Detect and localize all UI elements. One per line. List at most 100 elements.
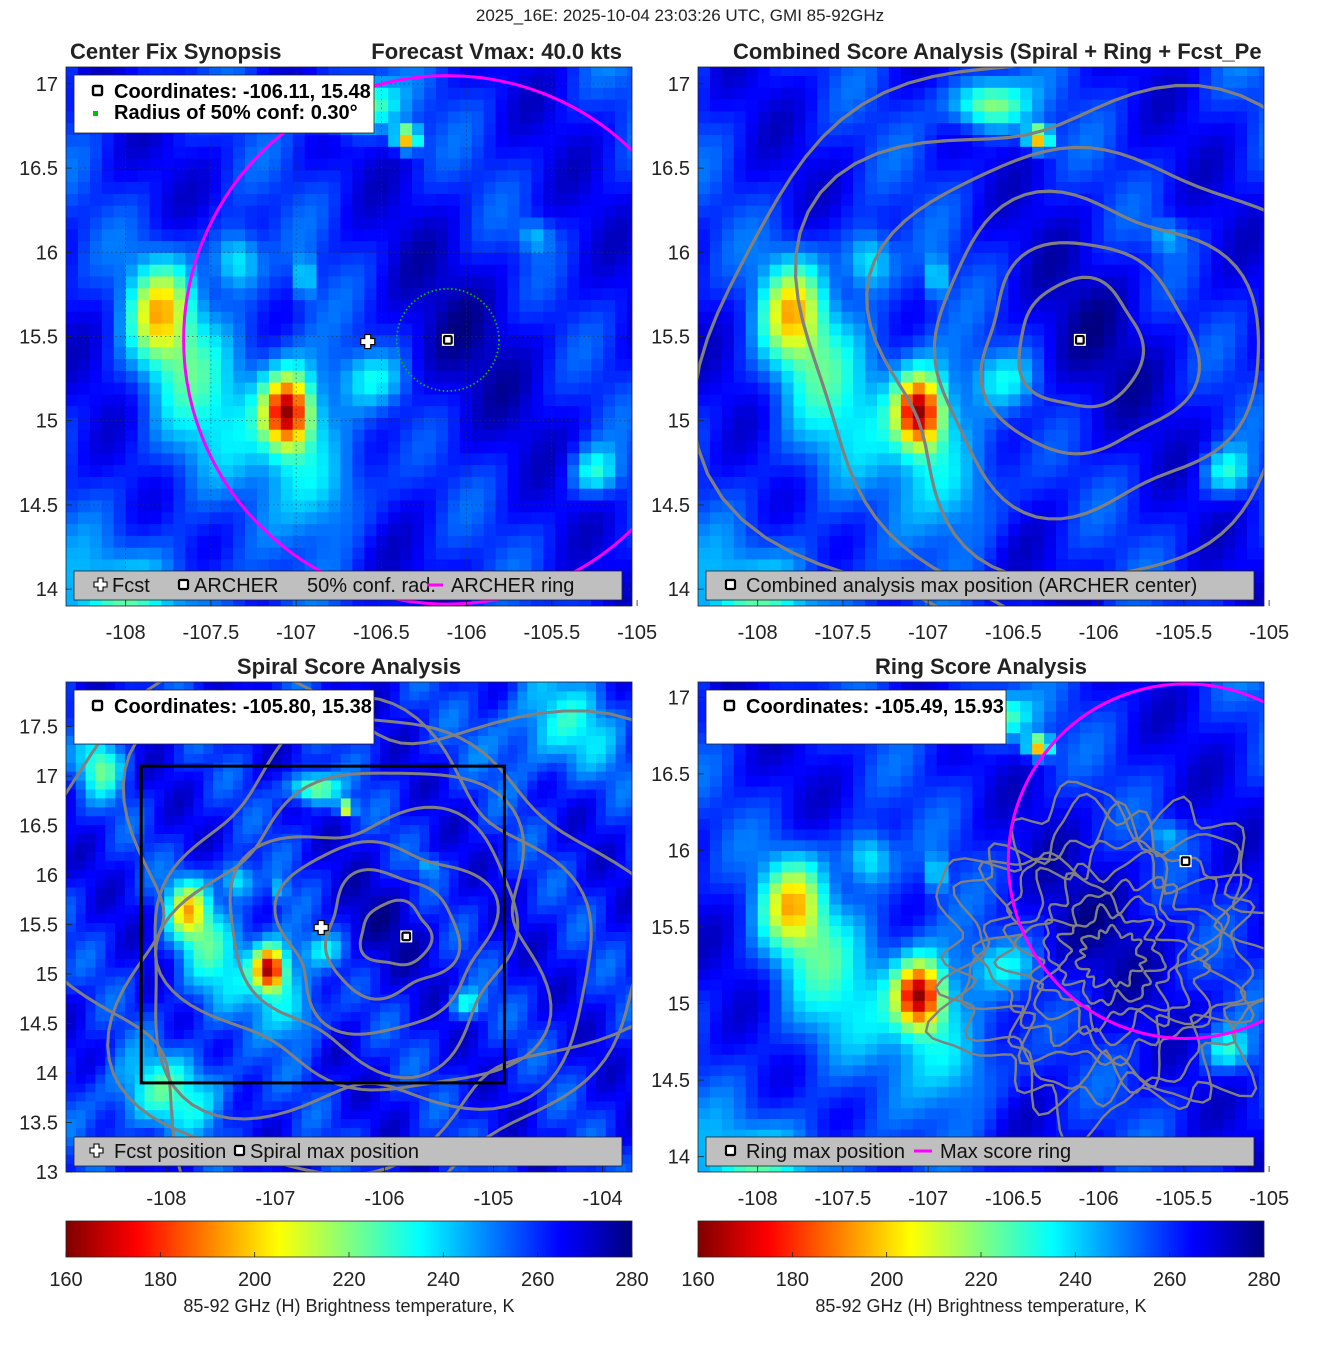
plot-area xyxy=(66,682,632,1172)
axes-frame xyxy=(65,681,633,1173)
x-tick-label: -107.5 xyxy=(815,1188,872,1210)
legend: Fcst position Spiral max position xyxy=(73,1136,623,1167)
panel-title-left: Center Fix Synopsis xyxy=(70,39,282,64)
plus-icon xyxy=(89,1143,104,1158)
contour-line xyxy=(1074,923,1148,989)
x-tick-label: -105 xyxy=(1249,622,1289,644)
panel-title-right: Forecast Vmax: 40.0 kts xyxy=(371,39,622,64)
contour-line xyxy=(932,189,1261,521)
panel-title: Ring Score Analysis xyxy=(875,654,1087,679)
colorbar-gradient xyxy=(697,1220,1265,1258)
square-icon xyxy=(91,699,104,712)
panel-1: -108 -107.5 -107 -106.5 -106 -105.5 -105 14 14.5… xyxy=(19,39,657,644)
y-tick-label: 15.5 xyxy=(651,327,690,349)
x-tick-label: -108 xyxy=(146,1188,186,1210)
y-tick-label: 15.5 xyxy=(651,917,690,939)
y-tick-label: 16.5 xyxy=(651,764,690,786)
y-tick-label: 17.5 xyxy=(19,717,58,739)
fcst-marker xyxy=(360,333,376,350)
legend-label: 50% conf. rad. xyxy=(307,575,436,597)
colorbar-gradient xyxy=(65,1220,633,1258)
y-tick-label: 14.5 xyxy=(19,1014,58,1036)
colorbar-tick-label: 160 xyxy=(681,1269,714,1291)
colorbar-label: 85-92 GHz (H) Brightness temperature, K xyxy=(183,1296,514,1316)
figure-suptitle: 2025_16E: 2025-10-04 23:03:26 UTC, GMI 8… xyxy=(476,6,884,25)
brightness-heatmap xyxy=(66,67,632,606)
legend: Fcst ARCHER 50% conf. rad. ARCHER ring xyxy=(73,570,623,601)
brightness-heatmap xyxy=(66,682,632,1172)
colorbar-tick-label: 280 xyxy=(615,1269,648,1291)
max-position-marker xyxy=(400,930,413,943)
x-tick-label: -108 xyxy=(738,1188,778,1210)
archer-marker xyxy=(441,333,454,346)
brightness-heatmap xyxy=(698,67,1264,606)
legend-label: Max score ring xyxy=(940,1141,1071,1163)
search-box xyxy=(139,764,506,1085)
info-box: Coordinates: -105.80, 15.38 xyxy=(73,689,375,745)
plus-icon xyxy=(93,577,108,592)
contour-line xyxy=(273,840,500,1036)
x-tick-label: -106 xyxy=(1079,622,1119,644)
plot-area xyxy=(698,682,1264,1172)
panel-title: Spiral Score Analysis xyxy=(237,654,461,679)
legend-label: Fcst xyxy=(112,575,150,597)
info-line: Coordinates: -105.49, 15.93 xyxy=(746,696,1004,718)
legend: Ring max position Max score ring xyxy=(705,1136,1255,1167)
x-tick-label: -106 xyxy=(364,1188,404,1210)
x-tick-label: -107.5 xyxy=(815,622,872,644)
colorbar-tick-label: 180 xyxy=(144,1269,177,1291)
contour-line xyxy=(924,780,1264,1149)
y-tick-label: 16.5 xyxy=(19,816,58,838)
contour-line xyxy=(106,699,632,1172)
y-tick-label: 14 xyxy=(36,1063,58,1085)
panel-3: -108 -107 -106 -105 -104 13 13.5 14 14.5 15 15.5 16… xyxy=(19,654,633,1210)
max-position-marker xyxy=(1179,855,1192,868)
y-tick-label: 17 xyxy=(36,766,58,788)
colorbar-tick-label: 200 xyxy=(238,1269,271,1291)
y-tick-label: 15.5 xyxy=(19,915,58,937)
y-tick-label: 17 xyxy=(668,687,690,709)
y-tick-label: 15 xyxy=(668,994,690,1016)
colorbar-1: 160 180 200 220 240 260 280 85-92 GHz (H) Brigh… xyxy=(49,1220,649,1316)
colorbar-tick-label: 280 xyxy=(1247,1269,1280,1291)
contour-line xyxy=(66,682,632,1172)
info-box: Coordinates: -105.49, 15.93 xyxy=(705,689,1007,745)
plot-area xyxy=(66,67,632,606)
contour-line xyxy=(1036,891,1188,1033)
contour-line xyxy=(698,67,1021,606)
square-icon xyxy=(177,578,190,591)
y-tick-label: 16 xyxy=(36,865,58,887)
contour-line xyxy=(934,792,1264,1117)
tick-labels: -108 -107.5 -107 -106.5 -106 -105.5 -105 14 14.5… xyxy=(651,687,1289,1210)
colorbar-2: 160 180 200 220 240 260 280 85-92 GHz (H) Brigh… xyxy=(681,1220,1281,1316)
plot-area xyxy=(698,67,1264,606)
panel-2: -108 -107.5 -107 -106.5 -106 -105.5 -105 14 14.5… xyxy=(651,39,1289,644)
x-tick-label: -106 xyxy=(447,622,487,644)
x-tick-label: -105 xyxy=(617,622,657,644)
x-tick-label: -107.5 xyxy=(183,622,240,644)
x-tick-label: -107 xyxy=(276,622,316,644)
legend-label: Fcst position xyxy=(114,1141,226,1163)
legend-label: Spiral max position xyxy=(250,1141,419,1163)
y-tick-label: 14.5 xyxy=(651,495,690,517)
colorbar-label: 85-92 GHz (H) Brightness temperature, K xyxy=(815,1296,1146,1316)
x-tick-label: -105.5 xyxy=(524,622,581,644)
max-position-marker xyxy=(1073,333,1086,346)
x-tick-label: -104 xyxy=(583,1188,623,1210)
colorbar-tick-label: 160 xyxy=(49,1269,82,1291)
y-tick-label: 14 xyxy=(36,579,58,601)
y-tick-label: 16.5 xyxy=(19,158,58,180)
legend-label: Combined analysis max position (ARCHER c… xyxy=(746,575,1197,597)
info-line: Coordinates: -105.80, 15.38 xyxy=(114,696,372,718)
contour-line xyxy=(358,898,434,967)
archer-ring xyxy=(1006,682,1264,1040)
y-tick-label: 13.5 xyxy=(19,1113,58,1135)
contour-line xyxy=(960,800,1255,1094)
x-tick-label: -106.5 xyxy=(985,1188,1042,1210)
colorbar-tick-label: 260 xyxy=(1153,1269,1186,1291)
colorbar-tick-label: 260 xyxy=(521,1269,554,1291)
y-tick-label: 16.5 xyxy=(651,158,690,180)
x-tick-label: -107 xyxy=(908,622,948,644)
